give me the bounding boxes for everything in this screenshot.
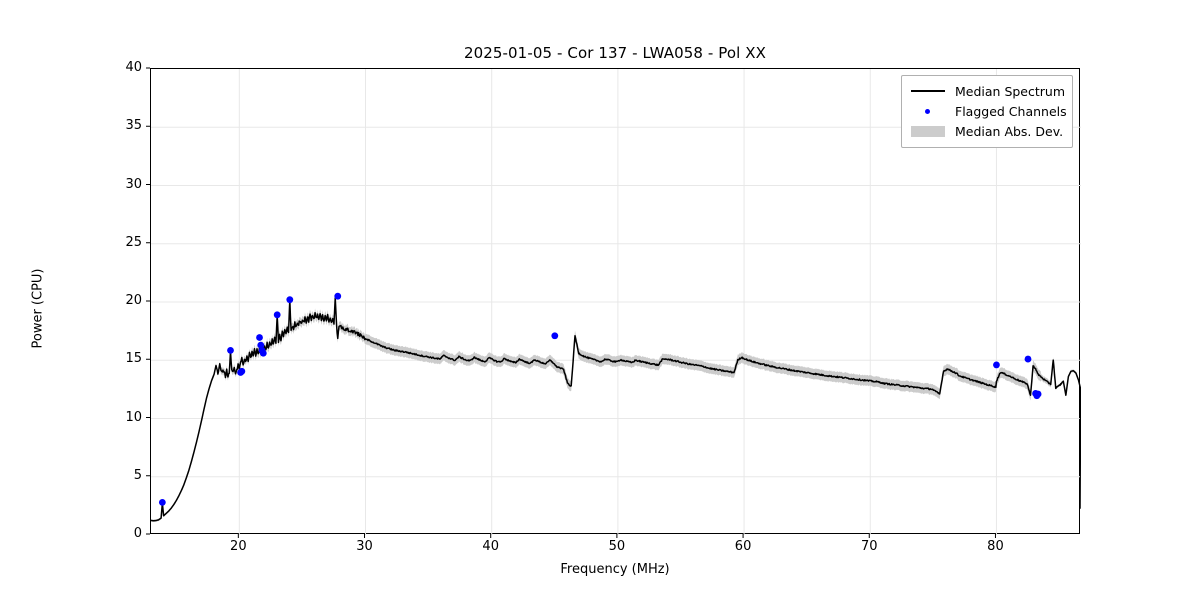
legend-band-swatch	[909, 123, 947, 139]
y-tick-label: 0	[133, 526, 142, 541]
x-tick-label: 20	[230, 539, 247, 554]
flagged-channel-point[interactable]	[334, 292, 342, 300]
flagged-channel-point[interactable]	[238, 367, 246, 375]
x-tick-label: 30	[356, 539, 373, 554]
y-tick-labels: 0 5 10 15 20 25 30 35 40	[100, 0, 142, 600]
x-tick-label: 40	[482, 539, 499, 554]
flagged-channel-point[interactable]	[259, 349, 267, 357]
y-tick-label: 15	[125, 351, 142, 367]
x-tick-label: 50	[608, 539, 626, 554]
flagged-channel-point[interactable]	[273, 311, 281, 319]
mad-band-area	[151, 293, 1081, 522]
y-tick-label: 5	[133, 467, 142, 483]
flagged-channel-point[interactable]	[256, 334, 263, 341]
y-tick-label: 30	[125, 176, 142, 192]
legend-line-swatch	[909, 83, 947, 99]
legend-dot-swatch	[909, 103, 947, 119]
flagged-channel-point[interactable]	[993, 361, 1000, 369]
y-axis-label: Power (CPU)	[30, 268, 46, 349]
flagged-channel-point[interactable]	[1034, 390, 1042, 398]
flagged-channel-point[interactable]	[286, 296, 294, 304]
spectrum-plot	[151, 69, 1081, 535]
flagged-channel-point[interactable]	[227, 346, 234, 354]
median-spectrum-line	[151, 297, 1081, 522]
flagged-channel-markers[interactable]	[158, 292, 1042, 506]
y-tick-label: 20	[125, 293, 142, 308]
flagged-channel-point[interactable]	[257, 341, 265, 349]
y-tick-label: 25	[125, 234, 142, 250]
legend-label: Flagged Channels	[955, 103, 1067, 119]
y-tick-label: 10	[125, 409, 142, 425]
legend-item-flagged-channels: Flagged Channels	[909, 101, 1067, 121]
flagged-channel-point[interactable]	[158, 498, 166, 506]
x-tick-label: 60	[734, 539, 752, 554]
x-tick-label: 70	[860, 539, 878, 554]
legend-item-median-spectrum: Median Spectrum	[909, 81, 1065, 101]
y-tick-label: 35	[125, 118, 142, 134]
legend-item-median-abs-dev: Median Abs. Dev.	[909, 121, 1065, 141]
chart-legend: Median Spectrum Flagged Channels Median …	[901, 75, 1073, 148]
chart-title: 2025-01-05 - Cor 137 - LWA058 - Pol XX	[463, 44, 767, 62]
y-tick-label: 40	[125, 60, 142, 75]
x-tick-label: 80	[987, 539, 1004, 554]
legend-label: Median Spectrum	[955, 83, 1066, 99]
x-axis-label: Frequency (MHz)	[560, 562, 670, 577]
flagged-channel-point[interactable]	[551, 332, 559, 340]
flagged-channel-point[interactable]	[1024, 355, 1032, 363]
legend-label: Median Abs. Dev.	[955, 123, 1064, 139]
